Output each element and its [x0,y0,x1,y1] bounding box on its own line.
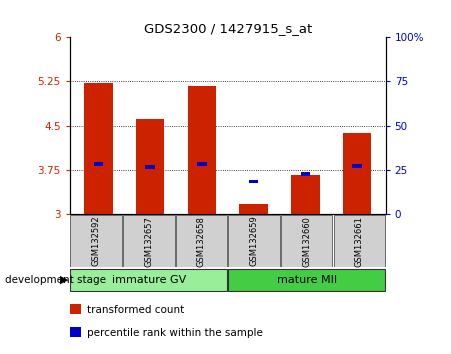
Text: GSM132657: GSM132657 [144,216,153,267]
Bar [228,215,280,267]
Bar [343,133,371,214]
Bar [333,215,385,267]
Text: GSM132658: GSM132658 [197,216,206,267]
Bar [70,215,122,267]
Text: development stage: development stage [5,275,106,285]
Text: immature GV: immature GV [112,275,186,285]
Bar [197,162,207,166]
Text: GSM132592: GSM132592 [92,216,101,267]
Bar [228,269,385,291]
Bar [301,172,310,176]
Bar [123,215,175,267]
Text: percentile rank within the sample: percentile rank within the sample [87,328,263,338]
Text: GSM132659: GSM132659 [249,216,258,267]
Bar [353,164,362,167]
Text: GSM132661: GSM132661 [355,216,364,267]
Bar [239,204,268,214]
Title: GDS2300 / 1427915_s_at: GDS2300 / 1427915_s_at [143,22,312,35]
Bar [146,165,155,169]
Bar [188,86,216,214]
Bar [291,175,320,214]
Text: GSM132660: GSM132660 [302,216,311,267]
Text: ▶: ▶ [60,275,68,285]
Bar [84,83,113,214]
Bar [281,215,332,267]
Bar [136,119,164,214]
Bar [175,215,227,267]
Text: mature MII: mature MII [276,275,337,285]
Bar [70,269,227,291]
Bar [94,162,103,166]
Bar [249,180,258,183]
Text: transformed count: transformed count [87,305,184,315]
